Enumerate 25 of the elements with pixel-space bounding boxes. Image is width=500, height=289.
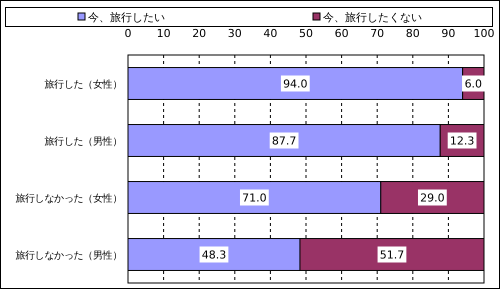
x-tick-label: 40 [263, 27, 278, 40]
data-label: 51.7 [380, 248, 404, 262]
data-label: 12.3 [450, 134, 474, 148]
data-label: 6.0 [464, 78, 482, 90]
x-tick-label: 80 [406, 27, 420, 40]
legend-label: 今、旅行したくない [323, 11, 422, 24]
y-tick-label: 旅行した（男性） [44, 136, 122, 148]
x-tick-label: 60 [334, 27, 349, 40]
data-label: 48.3 [202, 248, 226, 262]
x-tick-label: 90 [441, 27, 456, 40]
data-label: 29.0 [420, 192, 445, 204]
x-tick-label: 20 [192, 27, 206, 40]
data-label: 87.7 [272, 134, 296, 148]
x-tick-label: 0 [124, 27, 132, 40]
y-tick-label: 旅行した（女性） [44, 78, 122, 90]
y-tick-label: 旅行しなかった（女性） [15, 192, 122, 204]
x-tick-label: 100 [474, 27, 494, 40]
legend-label: 今、旅行したい [88, 11, 165, 24]
x-tick-label: 30 [228, 27, 242, 40]
x-tick-label: 10 [156, 27, 171, 40]
data-label: 94.0 [283, 78, 308, 90]
y-tick-label: 旅行しなかった（男性） [15, 250, 122, 262]
data-label: 71.0 [242, 192, 267, 204]
x-tick-label: 50 [299, 27, 313, 40]
x-tick-label: 70 [370, 27, 384, 40]
